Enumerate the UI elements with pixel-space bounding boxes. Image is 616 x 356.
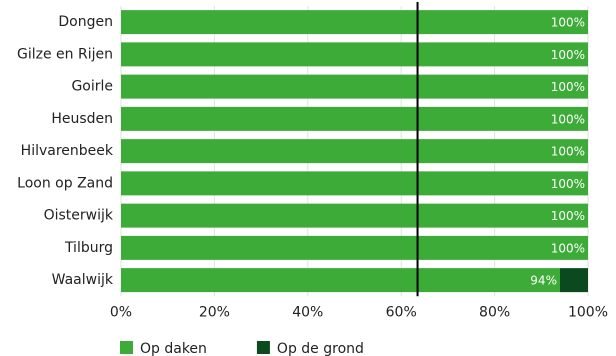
data-label: 100%: [551, 48, 585, 62]
y-tick-label: Heusden: [51, 111, 113, 127]
y-tick-label: Waalwijk: [52, 272, 114, 288]
legend-swatch: [256, 341, 270, 354]
y-tick-label: Loon op Zand: [17, 175, 113, 191]
x-tick-label: 100%: [568, 304, 608, 320]
data-label: 100%: [551, 241, 585, 255]
x-tick-label: 20%: [199, 304, 230, 320]
y-tick-label: Goirle: [71, 79, 113, 95]
bar-segment: [121, 42, 588, 67]
x-tick-label: 60%: [386, 304, 417, 320]
data-label: 94%: [530, 274, 557, 288]
bar-segment: [121, 203, 588, 228]
y-tick-label: Oisterwijk: [44, 208, 114, 224]
y-tick-label: Tilburg: [64, 240, 113, 256]
x-tick-label: 80%: [479, 304, 510, 320]
bar-segment: [121, 10, 588, 35]
bar-segment: [121, 74, 588, 99]
bar-segment: [121, 106, 588, 131]
x-tick-label: 40%: [292, 304, 323, 320]
data-label: 100%: [551, 112, 585, 126]
y-tick-label: Dongen: [58, 14, 113, 30]
y-tick-label: Gilze en Rijen: [17, 46, 113, 62]
bar-segment: [121, 139, 588, 164]
data-label: 100%: [551, 80, 585, 94]
legend-swatch: [120, 341, 133, 354]
legend-label: Op de grond: [277, 341, 364, 356]
x-tick-label: 0%: [110, 304, 132, 320]
y-tick-label: Hilvarenbeek: [21, 143, 114, 159]
data-label: 100%: [551, 145, 585, 159]
bar-segment: [121, 268, 560, 293]
bar-segment: [559, 268, 588, 293]
legend-label: Op daken: [140, 341, 207, 356]
data-label: 100%: [551, 177, 585, 191]
data-label: 100%: [551, 209, 585, 223]
data-label: 100%: [551, 16, 585, 30]
bar-segment: [121, 235, 588, 260]
bar-segment: [121, 171, 588, 196]
